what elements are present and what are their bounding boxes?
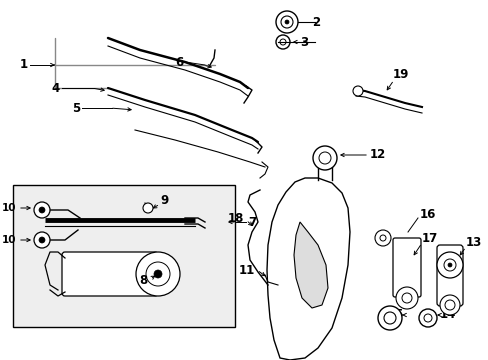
Text: 19: 19 — [392, 68, 408, 81]
Circle shape — [352, 86, 362, 96]
FancyBboxPatch shape — [392, 238, 420, 297]
FancyBboxPatch shape — [436, 245, 462, 306]
Text: 9: 9 — [160, 194, 168, 207]
Circle shape — [275, 35, 289, 49]
Circle shape — [436, 252, 462, 278]
Text: 17: 17 — [421, 231, 437, 244]
Circle shape — [34, 202, 50, 218]
Circle shape — [146, 262, 170, 286]
Circle shape — [136, 252, 180, 296]
Text: 10: 10 — [1, 203, 16, 213]
Circle shape — [383, 312, 395, 324]
Circle shape — [281, 16, 292, 28]
Circle shape — [280, 39, 285, 45]
Text: 18: 18 — [227, 211, 244, 225]
Text: 2: 2 — [311, 15, 320, 28]
Circle shape — [154, 270, 162, 278]
Circle shape — [447, 263, 451, 267]
Text: 6: 6 — [174, 55, 183, 68]
Text: 12: 12 — [369, 148, 386, 162]
Circle shape — [401, 293, 411, 303]
Text: 11: 11 — [238, 264, 254, 276]
Circle shape — [39, 207, 45, 213]
Text: 5: 5 — [72, 102, 80, 114]
Circle shape — [275, 11, 297, 33]
FancyBboxPatch shape — [13, 185, 235, 327]
Circle shape — [142, 203, 153, 213]
Circle shape — [379, 235, 385, 241]
Circle shape — [318, 152, 330, 164]
Circle shape — [312, 146, 336, 170]
Circle shape — [285, 20, 288, 24]
Text: 10: 10 — [1, 235, 16, 245]
Circle shape — [439, 295, 459, 315]
Text: 3: 3 — [299, 36, 307, 49]
Circle shape — [418, 309, 436, 327]
Circle shape — [395, 287, 417, 309]
Polygon shape — [293, 222, 327, 308]
Text: 4: 4 — [52, 81, 60, 94]
Text: 7: 7 — [247, 216, 256, 229]
Circle shape — [423, 314, 431, 322]
Text: 16: 16 — [419, 208, 435, 221]
Text: 15: 15 — [387, 309, 403, 321]
Circle shape — [443, 259, 455, 271]
Circle shape — [374, 230, 390, 246]
Polygon shape — [266, 178, 349, 360]
Circle shape — [377, 306, 401, 330]
Circle shape — [39, 237, 45, 243]
Text: 8: 8 — [140, 274, 148, 287]
Text: 13: 13 — [465, 235, 481, 248]
Circle shape — [444, 300, 454, 310]
Circle shape — [34, 232, 50, 248]
Text: 14: 14 — [439, 309, 455, 321]
FancyBboxPatch shape — [62, 252, 158, 296]
Text: 1: 1 — [20, 58, 28, 72]
